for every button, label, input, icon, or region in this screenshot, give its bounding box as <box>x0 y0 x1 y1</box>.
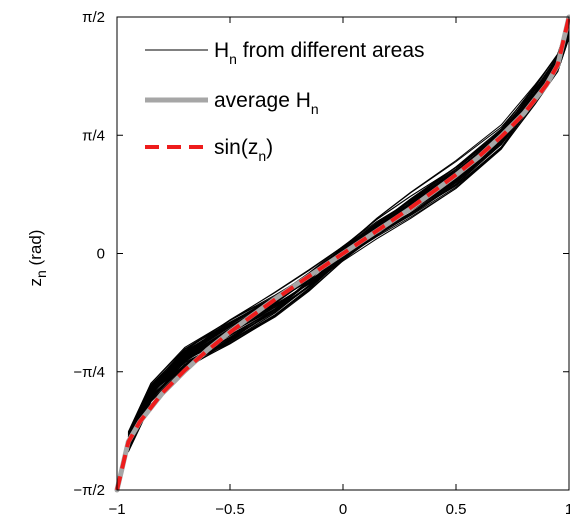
x-tick-label: 0 <box>339 501 347 518</box>
x-axis-ticks: −1 −0.5 0 0.5 1 <box>108 17 570 518</box>
y-tick-label: 0 <box>97 246 105 263</box>
area-curve <box>127 21 570 450</box>
area-curve <box>127 21 570 452</box>
area-curve <box>127 35 570 436</box>
area-curve <box>127 30 570 442</box>
y-axis-ticks: −π/2 −π/4 0 π/4 π/2 <box>73 9 569 499</box>
plot-area <box>114 14 570 493</box>
area-curve <box>127 25 570 446</box>
area-curve <box>127 34 570 435</box>
area-curve <box>127 24 570 442</box>
area-curve <box>127 28 570 438</box>
legend-label: average Hn <box>214 89 319 117</box>
area-curve <box>127 30 570 436</box>
area-curve <box>127 28 570 443</box>
area-curve <box>127 29 570 440</box>
area-curve <box>127 25 570 446</box>
area-curve <box>127 25 570 441</box>
area-curve <box>127 33 570 440</box>
area-curve <box>127 36 570 433</box>
area-curve <box>127 21 570 448</box>
area-curve <box>127 27 570 440</box>
legend-label: Hn from different areas <box>214 39 425 67</box>
x-tick-label: −1 <box>108 501 125 518</box>
x-tick-label: 1 <box>565 501 570 518</box>
legend-label: sin(zn) <box>214 136 273 164</box>
area-curve <box>127 27 570 448</box>
area-curve <box>127 30 570 443</box>
y-tick-label: −π/2 <box>73 482 105 499</box>
area-curve <box>127 21 570 449</box>
area-curve <box>127 26 570 442</box>
area-curve <box>127 26 570 444</box>
x-tick-label: 0.5 <box>446 501 467 518</box>
area-curve <box>127 22 570 450</box>
area-curve <box>127 26 570 442</box>
area-curve <box>127 30 570 441</box>
area-curve <box>127 28 570 441</box>
area-curve <box>127 34 570 442</box>
area-curve <box>127 37 570 437</box>
area-curve <box>127 28 570 438</box>
area-curve <box>127 18 570 447</box>
area-curve <box>127 36 570 438</box>
area-curve <box>127 23 570 444</box>
area-curve <box>127 19 570 448</box>
area-curve <box>127 32 570 433</box>
y-tick-label: π/2 <box>82 9 105 26</box>
area-curve <box>127 32 570 436</box>
area-curve <box>127 22 570 443</box>
area-curve <box>127 29 570 440</box>
legend: Hn from different areas average Hn sin(zn) <box>145 39 425 164</box>
area-curve <box>127 34 570 434</box>
area-curve <box>127 20 570 450</box>
area-curve <box>127 25 570 446</box>
area-curve <box>127 31 570 442</box>
area-curve <box>127 36 570 435</box>
area-curve <box>127 21 570 448</box>
area-curve <box>127 19 570 447</box>
area-curve <box>127 22 570 453</box>
area-curve <box>127 33 570 443</box>
area-curve <box>127 24 570 448</box>
area-curve <box>127 29 570 437</box>
area-curve <box>127 27 570 440</box>
area-curve <box>127 30 570 433</box>
area-curve <box>127 20 570 444</box>
area-curve <box>127 30 570 439</box>
area-curve <box>127 33 570 440</box>
y-axis-label: zn (rad) <box>26 230 49 287</box>
area-curve <box>127 33 570 433</box>
area-curve <box>127 29 570 440</box>
area-curve <box>127 22 570 445</box>
area-curve <box>127 30 570 441</box>
area-curve <box>127 29 570 438</box>
x-tick-label: −0.5 <box>215 501 245 518</box>
y-tick-label: π/4 <box>82 127 105 144</box>
individual-curves <box>127 18 570 453</box>
sin-curve <box>115 16 570 491</box>
area-curve <box>127 34 570 436</box>
y-tick-label: −π/4 <box>73 364 105 381</box>
